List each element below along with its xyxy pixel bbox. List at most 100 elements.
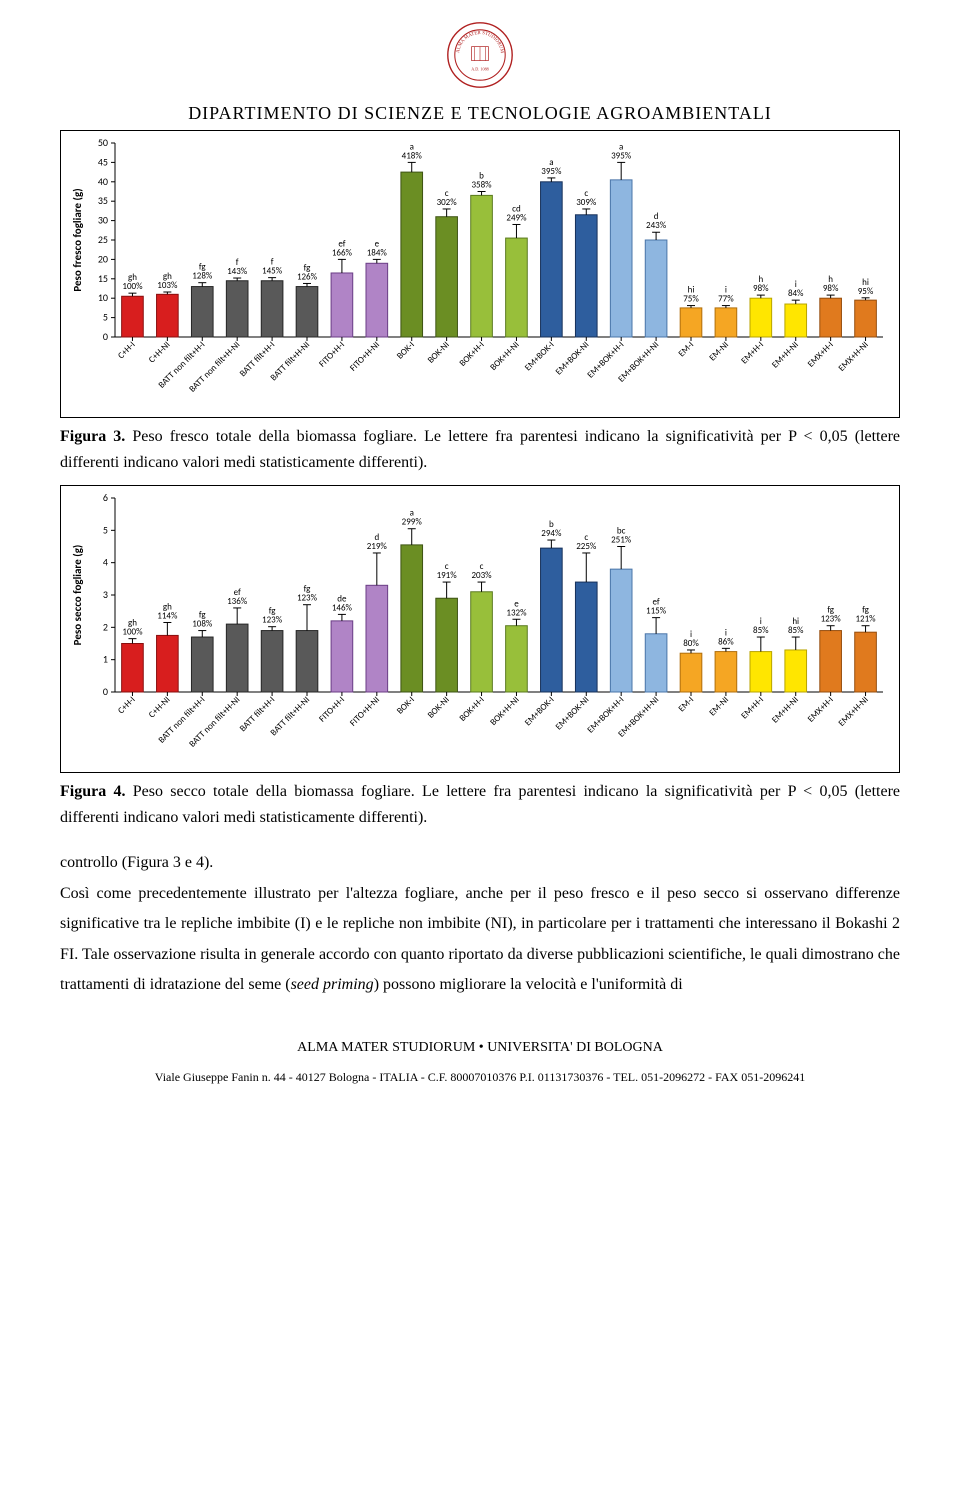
svg-text:98%: 98% — [753, 283, 769, 294]
svg-text:6: 6 — [103, 491, 108, 504]
svg-text:358%: 358% — [471, 180, 492, 191]
svg-text:121%: 121% — [855, 614, 876, 625]
svg-text:C+H-I: C+H-I — [116, 339, 138, 361]
svg-text:EMX+H-NI: EMX+H-NI — [836, 339, 870, 373]
svg-text:203%: 203% — [471, 570, 492, 581]
figure-4-label: Figura 4. — [60, 783, 126, 800]
svg-text:BOK-I: BOK-I — [395, 339, 417, 361]
svg-text:3: 3 — [103, 588, 108, 601]
svg-text:191%: 191% — [437, 570, 458, 581]
svg-text:0: 0 — [103, 685, 108, 698]
svg-text:5: 5 — [103, 311, 108, 324]
figure-4-text: Peso secco totale della biomassa fogliar… — [60, 783, 900, 826]
svg-text:103%: 103% — [157, 280, 178, 291]
svg-text:15: 15 — [98, 272, 108, 285]
svg-text:309%: 309% — [576, 197, 597, 208]
svg-text:EM+BOK-I: EM+BOK-I — [523, 339, 557, 373]
svg-text:132%: 132% — [506, 607, 527, 618]
svg-text:84%: 84% — [788, 288, 804, 299]
svg-text:5: 5 — [103, 524, 108, 537]
svg-text:243%: 243% — [646, 220, 667, 231]
footer-line2: Viale Giuseppe Fanin n. 44 - 40127 Bolog… — [60, 1070, 900, 1085]
svg-text:FITO+H-I: FITO+H-I — [317, 339, 347, 369]
svg-text:184%: 184% — [367, 247, 388, 258]
body-para-rest: Così come precedentemente illustrato per… — [60, 885, 900, 993]
figure-4-chart: 0123456Peso secco fogliare (g)gh100%C+H-… — [60, 485, 900, 773]
svg-text:114%: 114% — [157, 611, 178, 622]
svg-text:FITO+H-I: FITO+H-I — [317, 695, 347, 725]
svg-text:108%: 108% — [192, 619, 213, 630]
department-title: DIPARTIMENTO DI SCIENZE E TECNOLOGIE AGR… — [60, 103, 900, 124]
svg-text:BOK+H-NI: BOK+H-NI — [488, 339, 522, 373]
svg-text:143%: 143% — [227, 266, 248, 277]
svg-text:294%: 294% — [541, 528, 562, 539]
svg-text:BOK+H-I: BOK+H-I — [457, 695, 486, 724]
svg-text:75%: 75% — [683, 294, 699, 305]
university-seal: ALMA MATER STUDIORUM A.D. 1088 — [60, 20, 900, 95]
figure-4-caption: Figura 4. Peso secco totale della biomas… — [60, 779, 900, 830]
svg-text:85%: 85% — [753, 625, 769, 636]
svg-text:BOK-NI: BOK-NI — [425, 339, 451, 365]
figure-3-caption: Figura 3. Peso fresco totale della bioma… — [60, 424, 900, 475]
svg-text:C+H-NI: C+H-NI — [147, 339, 173, 365]
svg-text:299%: 299% — [402, 517, 423, 528]
figure-3-label: Figura 3. — [60, 428, 125, 445]
svg-text:251%: 251% — [611, 535, 632, 546]
svg-text:EM+H-I: EM+H-I — [739, 339, 766, 366]
svg-text:95%: 95% — [858, 286, 874, 297]
svg-text:77%: 77% — [718, 294, 734, 305]
svg-text:100%: 100% — [122, 281, 143, 292]
body-paragraph: controllo (Figura 3 e 4). Così come prec… — [60, 848, 900, 1000]
svg-text:395%: 395% — [611, 150, 632, 161]
body-para-line1: controllo (Figura 3 e 4). — [60, 854, 213, 871]
svg-text:40: 40 — [98, 175, 108, 188]
figure-3-chart: 05101520253035404550Peso fresco fogliare… — [60, 130, 900, 418]
svg-text:BOK-I: BOK-I — [395, 695, 417, 717]
svg-text:166%: 166% — [332, 247, 353, 258]
figure-3-text: Peso fresco totale della biomassa foglia… — [60, 428, 900, 471]
svg-text:EMX+H-NI: EMX+H-NI — [836, 695, 870, 729]
svg-text:A.D. 1088: A.D. 1088 — [471, 66, 489, 71]
svg-text:FITO+H-NI: FITO+H-NI — [348, 695, 382, 729]
svg-text:EM+H-I: EM+H-I — [739, 695, 766, 722]
svg-text:225%: 225% — [576, 541, 597, 552]
svg-text:Peso fresco fogliare (g): Peso fresco fogliare (g) — [71, 188, 84, 291]
svg-text:Peso secco fogliare (g): Peso secco fogliare (g) — [71, 545, 84, 646]
svg-text:123%: 123% — [297, 593, 318, 604]
svg-text:2: 2 — [103, 621, 108, 634]
footer-line1: ALMA MATER STUDIORUM • UNIVERSITA' DI BO… — [60, 1040, 900, 1056]
svg-text:128%: 128% — [192, 271, 213, 282]
svg-text:249%: 249% — [506, 212, 527, 223]
svg-text:C+H-NI: C+H-NI — [147, 695, 173, 721]
svg-text:98%: 98% — [823, 283, 839, 294]
svg-text:BOK+H-NI: BOK+H-NI — [488, 695, 522, 729]
svg-text:85%: 85% — [788, 625, 804, 636]
svg-text:123%: 123% — [821, 614, 842, 625]
svg-text:FITO+H-NI: FITO+H-NI — [348, 339, 382, 373]
svg-text:115%: 115% — [646, 606, 667, 617]
svg-text:10: 10 — [98, 291, 108, 304]
svg-text:EM-NI: EM-NI — [707, 339, 731, 363]
svg-text:25: 25 — [98, 233, 108, 246]
svg-text:EMX+H-I: EMX+H-I — [805, 339, 835, 369]
svg-text:35: 35 — [98, 194, 108, 207]
svg-text:50: 50 — [98, 136, 108, 149]
svg-text:C+H-I: C+H-I — [116, 695, 138, 717]
svg-text:EM+H-NI: EM+H-NI — [770, 339, 801, 370]
svg-text:30: 30 — [98, 214, 108, 227]
svg-text:1: 1 — [103, 653, 108, 666]
svg-text:145%: 145% — [262, 266, 283, 277]
svg-text:100%: 100% — [122, 627, 143, 638]
svg-text:BOK+H-I: BOK+H-I — [457, 339, 486, 368]
svg-text:BOK-NI: BOK-NI — [425, 695, 451, 721]
svg-text:418%: 418% — [402, 150, 423, 161]
svg-text:395%: 395% — [541, 166, 562, 177]
svg-text:EMX+H-I: EMX+H-I — [805, 695, 835, 725]
svg-text:219%: 219% — [367, 541, 388, 552]
svg-text:EM+H-NI: EM+H-NI — [770, 695, 801, 726]
svg-text:86%: 86% — [718, 637, 734, 648]
svg-text:EM+BOK-I: EM+BOK-I — [523, 695, 557, 729]
svg-text:EM-NI: EM-NI — [707, 695, 731, 719]
svg-text:EM-I: EM-I — [676, 339, 696, 359]
svg-text:302%: 302% — [437, 197, 458, 208]
